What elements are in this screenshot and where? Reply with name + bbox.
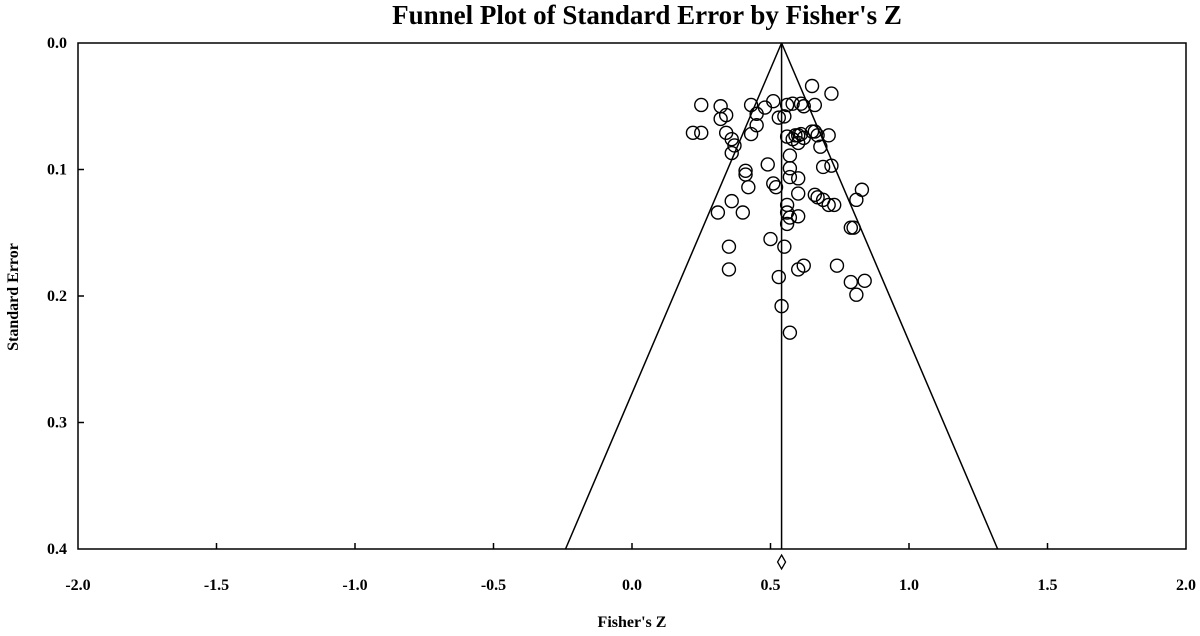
y-tick-label: 0.1 <box>47 162 67 179</box>
study-point <box>782 161 798 176</box>
y-tick-label: 0.2 <box>47 288 67 305</box>
x-tick-label: -2.0 <box>65 577 90 594</box>
study-point <box>724 145 739 161</box>
study-point <box>849 287 864 302</box>
x-tick-label: 1.5 <box>1038 577 1058 594</box>
study-point <box>766 93 781 109</box>
y-tick-label: 0.4 <box>47 541 67 558</box>
x-tick-label: 0.5 <box>761 577 781 594</box>
x-tick-label: 1.0 <box>899 577 919 594</box>
study-point <box>857 273 872 289</box>
study-point <box>815 159 831 175</box>
y-axis-ticks: 0.0 0.1 0.2 0.3 0.4 <box>47 35 84 558</box>
study-point <box>824 86 839 101</box>
study-point <box>777 109 792 124</box>
study-point <box>813 139 828 154</box>
x-tick-label: 2.0 <box>1176 577 1196 594</box>
study-point <box>821 197 836 213</box>
study-point <box>796 99 811 114</box>
study-point <box>727 138 742 153</box>
study-point <box>793 126 809 142</box>
y-tick-label: 0.3 <box>47 415 67 432</box>
study-point <box>710 205 726 220</box>
study-point <box>785 96 800 111</box>
study-point <box>821 128 836 143</box>
study-point <box>771 110 787 125</box>
study-point <box>782 210 798 225</box>
study-point <box>779 129 795 144</box>
study-point <box>768 180 784 195</box>
study-point <box>735 205 750 220</box>
x-tick-label: -1.0 <box>342 577 367 594</box>
plot-frame <box>77 42 1187 550</box>
study-point <box>824 158 839 173</box>
funnel-left-line <box>564 42 783 550</box>
study-point <box>846 220 861 235</box>
study-point <box>782 325 798 340</box>
study-point <box>791 135 806 151</box>
study-points <box>685 78 872 340</box>
y-axis-label: Standard Error <box>5 243 22 351</box>
study-point <box>743 126 759 142</box>
study-point <box>849 192 864 208</box>
x-tick-label: -0.5 <box>481 577 506 594</box>
study-point <box>843 274 859 290</box>
study-point <box>854 182 870 197</box>
study-point <box>829 258 845 273</box>
study-point <box>793 96 809 111</box>
study-point <box>804 78 820 94</box>
study-point <box>827 197 842 213</box>
study-point <box>724 193 739 209</box>
study-point <box>721 239 737 254</box>
study-point <box>807 97 823 113</box>
study-point <box>724 131 739 147</box>
chart-title: Funnel Plot of Standard Error by Fisher'… <box>392 0 902 30</box>
study-point <box>782 169 798 185</box>
study-point <box>774 298 789 314</box>
study-point <box>779 197 795 213</box>
study-point <box>749 106 764 122</box>
x-tick-label: 0.0 <box>622 577 642 594</box>
study-point <box>694 97 709 113</box>
study-point <box>771 269 787 285</box>
study-point <box>757 100 773 115</box>
study-point <box>763 231 778 247</box>
study-point <box>685 125 701 141</box>
x-axis-ticks: -2.0 -1.5 -1.0 -0.5 0.0 0.5 1.0 1.5 2.0 <box>65 543 1196 594</box>
study-point <box>796 258 811 273</box>
study-point <box>766 176 781 191</box>
x-axis-label: Fisher's Z <box>598 614 667 631</box>
study-point <box>782 148 798 163</box>
study-point <box>741 180 756 195</box>
y-tick-label: 0.0 <box>47 35 67 52</box>
study-point <box>738 163 753 178</box>
funnel-right-line <box>780 42 999 550</box>
study-point <box>791 186 806 201</box>
study-point <box>807 124 823 139</box>
study-point <box>713 111 728 127</box>
study-point <box>807 187 823 203</box>
study-point <box>810 128 825 143</box>
study-point <box>791 209 806 224</box>
study-point <box>721 262 737 277</box>
study-point <box>694 125 709 141</box>
study-point <box>791 171 806 186</box>
study-point <box>760 157 775 172</box>
study-point <box>777 239 792 254</box>
study-point <box>779 216 795 232</box>
pooled-estimate-diamond <box>776 553 787 571</box>
study-point <box>779 97 795 113</box>
x-tick-label: -1.5 <box>204 577 229 594</box>
study-point <box>843 220 859 235</box>
